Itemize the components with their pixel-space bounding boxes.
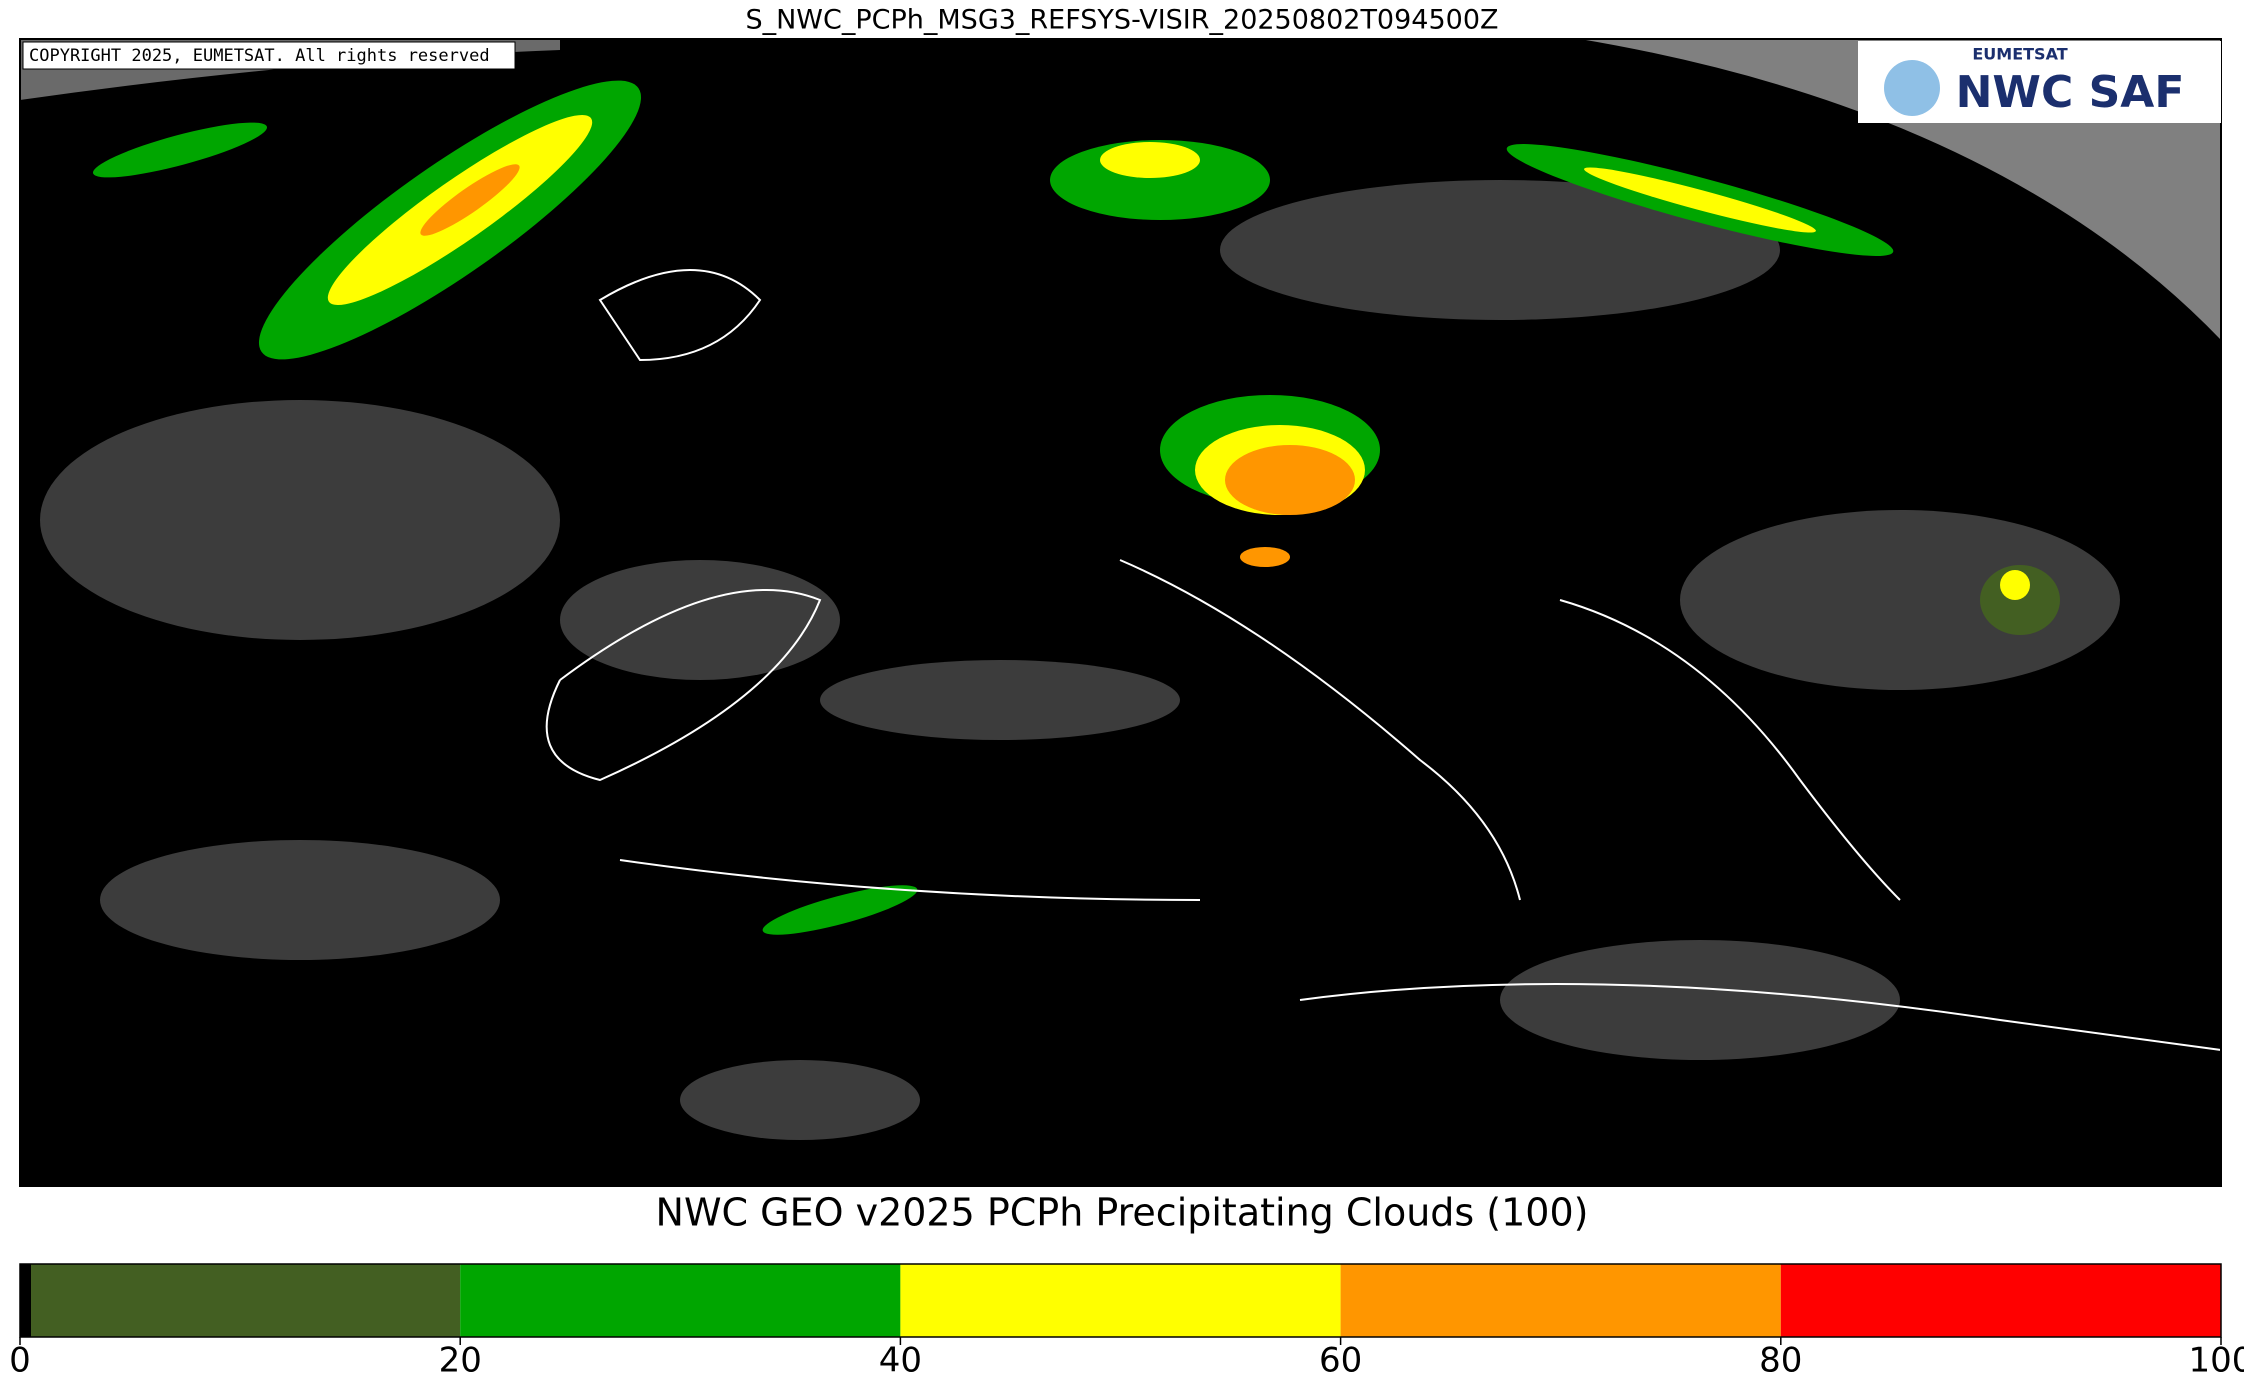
tick-label: 80: [1759, 1341, 1802, 1381]
colorbar-segment: [20, 1264, 32, 1337]
tick-label: 40: [879, 1341, 922, 1381]
map-frame: [19, 38, 2222, 1187]
logo-icon: [1884, 60, 1940, 116]
precipitation: [92, 80, 2060, 935]
colorbar: 0 20 40 60 80 100: [9, 1263, 2244, 1381]
figure-title: S_NWC_PCPh_MSG3_REFSYS-VISIR_20250802T09…: [745, 5, 1498, 36]
cloud-cover: [40, 180, 2120, 1140]
colorbar-segment: [1780, 1264, 2221, 1337]
tick-label: 0: [9, 1341, 31, 1381]
coastlines: [545, 269, 2222, 1051]
logo-main: NWC SAF: [1956, 67, 2185, 118]
colorbar-segment: [31, 1264, 461, 1337]
colorbar-segment: [900, 1264, 1341, 1337]
copyright: COPYRIGHT 2025, EUMETSAT. All rights res…: [29, 46, 490, 66]
tick-label: 20: [439, 1341, 482, 1381]
colorbar-title: NWC GEO v2025 PCPh Precipitating Clouds …: [656, 1191, 1589, 1235]
colorbar-segment: [1340, 1264, 1781, 1337]
tick-label: 60: [1319, 1341, 1362, 1381]
colorbar-frame: [19, 1263, 2222, 1338]
copyright-box: [22, 41, 516, 70]
tick-label: 100: [2189, 1341, 2244, 1381]
logo-top: EUMETSAT: [1972, 45, 2067, 64]
colorbar-segment: [460, 1264, 901, 1337]
map: COPYRIGHT 2025, EUMETSAT. All rights res…: [19, 38, 2222, 1187]
